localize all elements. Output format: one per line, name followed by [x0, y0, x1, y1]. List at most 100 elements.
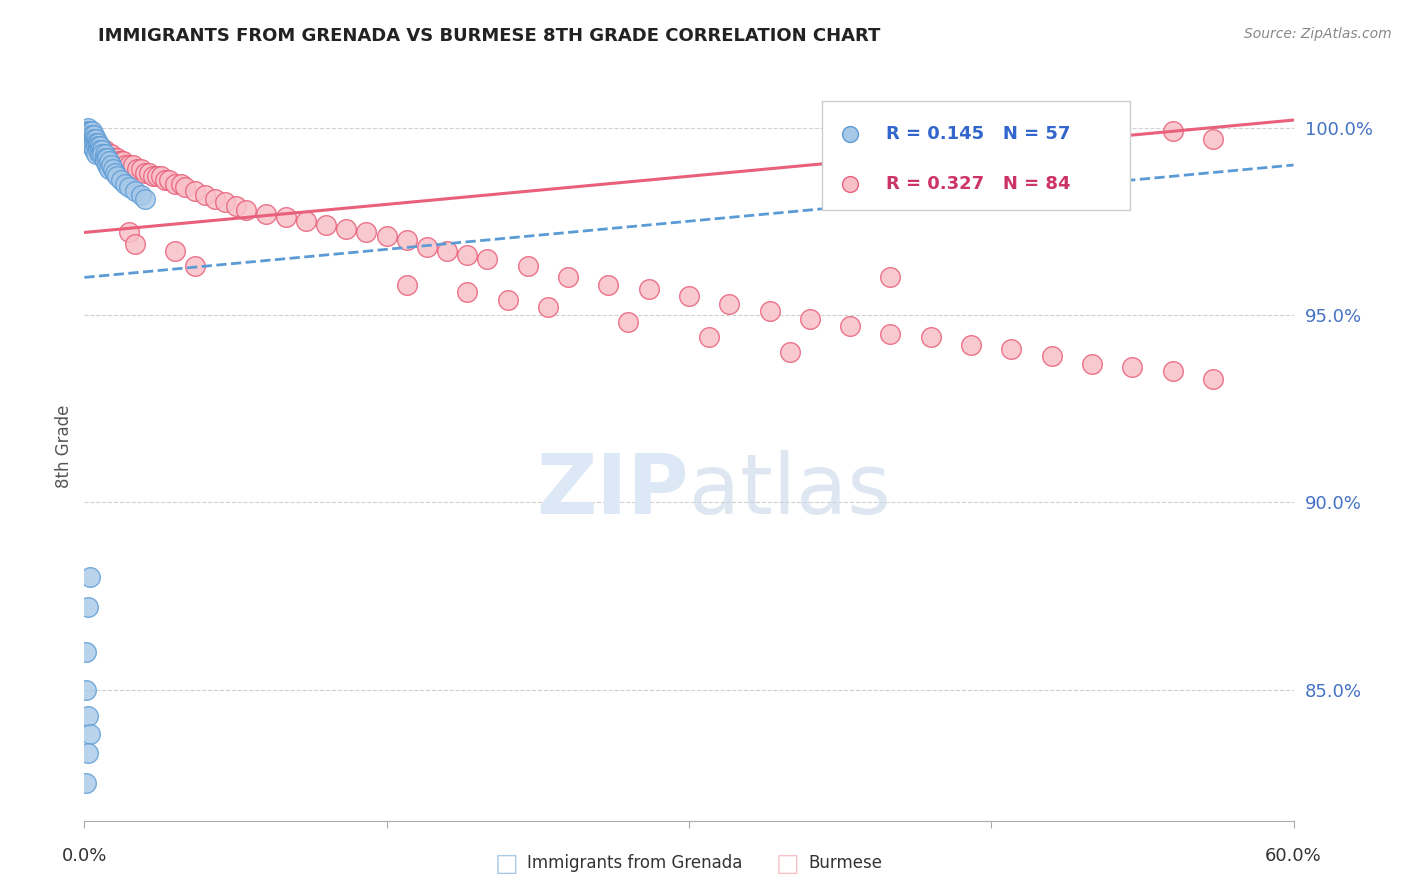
Point — [157, 173, 180, 187]
Point — [134, 165, 156, 179]
Point — [82, 128, 104, 142]
Point — [118, 180, 141, 194]
Point — [779, 345, 801, 359]
Point — [75, 128, 97, 142]
Point — [77, 124, 100, 138]
Point — [214, 195, 236, 210]
Point — [678, 289, 700, 303]
Point — [89, 139, 111, 153]
Point — [1202, 132, 1225, 146]
Point — [184, 259, 207, 273]
Point — [79, 727, 101, 741]
Point — [436, 244, 458, 259]
Point — [83, 136, 105, 150]
Text: atlas: atlas — [689, 450, 890, 532]
Point — [1081, 357, 1104, 371]
Point — [105, 169, 128, 184]
Point — [86, 136, 108, 150]
Point — [174, 180, 197, 194]
Text: R = 0.327   N = 84: R = 0.327 N = 84 — [886, 175, 1070, 193]
Point — [121, 158, 143, 172]
Point — [91, 143, 114, 157]
Point — [101, 161, 124, 176]
Point — [315, 218, 337, 232]
Point — [77, 132, 100, 146]
Point — [114, 158, 136, 172]
Point — [87, 136, 110, 150]
Point — [89, 139, 111, 153]
Text: R = 0.145   N = 57: R = 0.145 N = 57 — [886, 125, 1070, 143]
Point — [101, 151, 124, 165]
Point — [879, 270, 901, 285]
Point — [82, 139, 104, 153]
Point — [138, 165, 160, 179]
Point — [104, 165, 127, 179]
Point — [456, 285, 478, 300]
Point — [87, 139, 110, 153]
Text: □: □ — [776, 852, 799, 875]
Point — [77, 600, 100, 615]
Point — [77, 746, 100, 760]
Point — [83, 136, 105, 150]
Point — [235, 202, 257, 217]
Point — [146, 169, 169, 184]
Point — [93, 151, 115, 165]
Point — [129, 188, 152, 202]
Point — [537, 301, 560, 315]
Point — [375, 229, 398, 244]
Point — [110, 154, 132, 169]
Point — [799, 311, 821, 326]
Point — [110, 173, 132, 187]
Point — [134, 192, 156, 206]
Point — [86, 139, 108, 153]
Point — [124, 184, 146, 198]
Point — [153, 173, 176, 187]
Point — [1161, 364, 1184, 378]
Point — [77, 136, 100, 150]
Text: □: □ — [495, 852, 517, 875]
Point — [87, 139, 110, 153]
Point — [75, 124, 97, 138]
Point — [395, 277, 418, 292]
Point — [91, 143, 114, 157]
Point — [839, 319, 862, 334]
Point — [75, 776, 97, 790]
Point — [75, 645, 97, 659]
Point — [617, 315, 640, 329]
FancyBboxPatch shape — [823, 102, 1130, 210]
Point — [79, 132, 101, 146]
Point — [97, 154, 120, 169]
Point — [89, 143, 111, 157]
Point — [77, 120, 100, 135]
Point — [91, 146, 114, 161]
Point — [118, 226, 141, 240]
Point — [356, 226, 378, 240]
Point — [204, 192, 226, 206]
Point — [96, 151, 118, 165]
Point — [86, 146, 108, 161]
Point — [1348, 432, 1371, 446]
Point — [97, 146, 120, 161]
Point — [637, 282, 659, 296]
Text: 0.0%: 0.0% — [62, 847, 107, 865]
Point — [82, 124, 104, 138]
Point — [100, 158, 122, 172]
Point — [1348, 682, 1371, 697]
Point — [82, 132, 104, 146]
Point — [83, 143, 105, 157]
Point — [170, 177, 193, 191]
Point — [77, 128, 100, 142]
Point — [93, 146, 115, 161]
Point — [100, 146, 122, 161]
Point — [79, 132, 101, 146]
Point — [105, 151, 128, 165]
Point — [184, 184, 207, 198]
Point — [87, 143, 110, 157]
Point — [758, 304, 780, 318]
Point — [920, 330, 942, 344]
Point — [96, 158, 118, 172]
Point — [75, 682, 97, 697]
Point — [718, 296, 741, 310]
Text: IMMIGRANTS FROM GRENADA VS BURMESE 8TH GRADE CORRELATION CHART: IMMIGRANTS FROM GRENADA VS BURMESE 8TH G… — [98, 27, 880, 45]
Point — [194, 188, 217, 202]
